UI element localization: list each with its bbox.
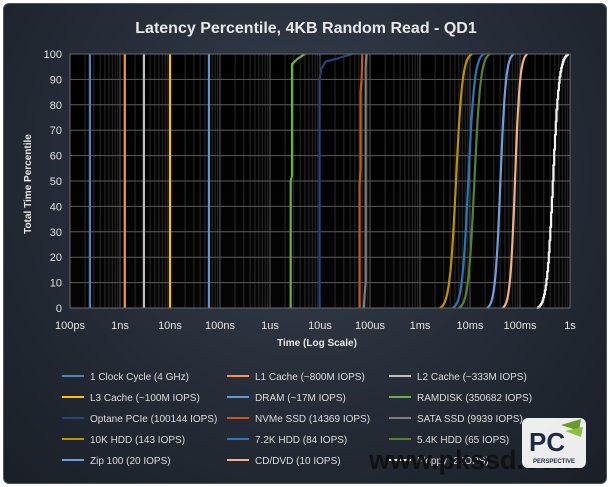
- legend-label: L1 Cache (~800M IOPS): [255, 372, 365, 383]
- plot-border: [69, 53, 571, 309]
- legend-label: SATA SSD (9939 IOPS): [417, 414, 523, 425]
- y-tick-label: 90: [50, 74, 62, 86]
- chart-frame: Latency Percentile, 4KB Random Read - QD…: [3, 3, 607, 484]
- legend-label: RAMDISK (350682 IOPS): [417, 393, 532, 404]
- legend-label: CD/DVD (10 IOPS): [255, 456, 341, 467]
- legend-label: 7.2K HDD (84 IOPS): [255, 435, 347, 446]
- y-tick-label: 40: [50, 201, 62, 213]
- y-tick-label: 0: [56, 303, 62, 315]
- x-tick-label: 10ns: [158, 320, 182, 332]
- series-line-7-2k-hdd-84-iops: [452, 53, 485, 309]
- legend-label: L2 Cache (~333M IOPS): [417, 372, 527, 383]
- axis-layer: 100ps 1ns 10ns 100ns 1us 10us 100us 1ms 10ms 100m…: [44, 49, 577, 332]
- series-line-nvme-ssd-14369-iops: [358, 53, 364, 308]
- legend-label: L3 Cache (~100M IOPS): [90, 393, 200, 404]
- x-tick-label: 100ms: [503, 320, 537, 332]
- y-tick-label: 70: [50, 125, 62, 137]
- y-tick-label: 10: [50, 278, 62, 290]
- legend-label: NVMe SSD (14369 IOPS): [255, 414, 370, 425]
- x-tick-label: 10us: [308, 320, 332, 332]
- x-tick-label: 100ps: [55, 320, 85, 332]
- legend-label: 1 Clock Cycle (4 GHz): [90, 372, 189, 383]
- y-tick-label: 60: [50, 151, 62, 163]
- series-line-10k-hdd-143-iops: [439, 53, 473, 309]
- logo-letters: PC: [529, 427, 565, 457]
- series-line-ramdisk-350682-iops: [289, 53, 306, 308]
- x-axis-title: Time (Log Scale): [277, 338, 357, 349]
- legend-label: 5.4K HDD (65 IOPS): [417, 435, 509, 446]
- logo-subtitle: PERSPECTIVE: [533, 459, 575, 465]
- pc-perspective-logo: PC PERSPECTIVE: [522, 418, 586, 468]
- legend-label: DRAM (~17M IOPS): [255, 393, 346, 404]
- x-tick-label: 10ms: [457, 320, 484, 332]
- legend-label: Floppy (2 IOPS): [417, 456, 489, 467]
- series-layer: [88, 52, 570, 310]
- x-tick-label: 100us: [355, 320, 385, 332]
- series-line-zip-100-20-iops: [486, 53, 515, 309]
- y-tick-label: 30: [50, 227, 62, 239]
- x-tick-label: 1ms: [410, 320, 431, 332]
- latency-chart: Latency Percentile, 4KB Random Read - QD…: [23, 20, 577, 467]
- chart-title: Latency Percentile, 4KB Random Read - QD…: [135, 20, 477, 37]
- legend-label: Optane PCIe (100144 IOPS): [90, 414, 217, 425]
- legend-label: 10K HDD (143 IOPS): [90, 435, 185, 446]
- series-line-floppy-2-iops: [536, 53, 570, 310]
- x-tick-label: 1s: [564, 320, 576, 332]
- y-tick-label: 80: [50, 100, 62, 112]
- x-tick-label: 100ns: [205, 320, 235, 332]
- x-tick-label: 1us: [261, 320, 279, 332]
- y-tick-label: 50: [50, 176, 62, 188]
- series-line-optane-pcie-100144-iops: [318, 52, 354, 308]
- series-line-sata-ssd-9939-iops: [362, 53, 368, 309]
- watermark: www.pkssd.com PC PERSPECTIVE: [369, 418, 606, 483]
- series-line-5-4k-hdd-65-iops: [458, 53, 491, 309]
- y-tick-label: 20: [50, 252, 62, 264]
- legend: 1 Clock Cycle (4 GHz) L1 Cache (~800M IOP…: [62, 372, 532, 467]
- y-tick-label: 100: [44, 49, 62, 61]
- legend-label: Zip 100 (20 IOPS): [90, 456, 171, 467]
- x-tick-label: 1ns: [111, 320, 129, 332]
- y-axis-title: Total Time Percentile: [23, 134, 34, 234]
- series-line-cd-dvd-10-iops: [501, 53, 529, 309]
